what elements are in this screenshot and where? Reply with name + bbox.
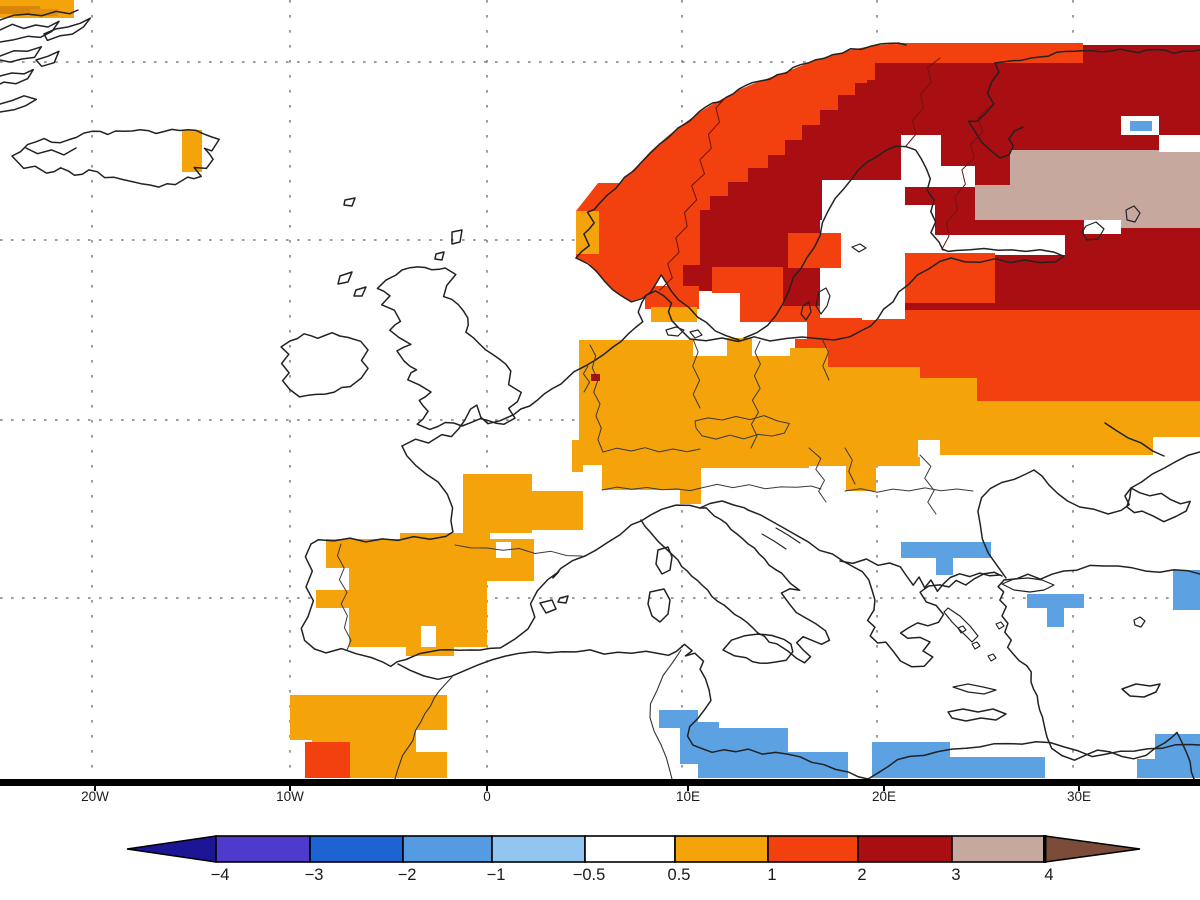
svg-text:−3: −3 (305, 866, 324, 884)
svg-text:2: 2 (857, 866, 866, 884)
svg-text:30E: 30E (1067, 789, 1091, 804)
svg-text:1: 1 (767, 866, 776, 884)
svg-text:20E: 20E (872, 789, 896, 804)
svg-text:3: 3 (951, 866, 960, 884)
svg-text:10E: 10E (676, 789, 700, 804)
svg-text:−2: −2 (398, 866, 417, 884)
svg-text:0: 0 (483, 789, 491, 804)
svg-text:−4: −4 (211, 866, 230, 884)
svg-text:20W: 20W (81, 789, 109, 804)
svg-text:−1: −1 (487, 866, 506, 884)
svg-text:10W: 10W (276, 789, 304, 804)
svg-text:−0.5: −0.5 (573, 866, 606, 884)
svg-text:0.5: 0.5 (668, 866, 691, 884)
svg-text:4: 4 (1044, 866, 1053, 884)
